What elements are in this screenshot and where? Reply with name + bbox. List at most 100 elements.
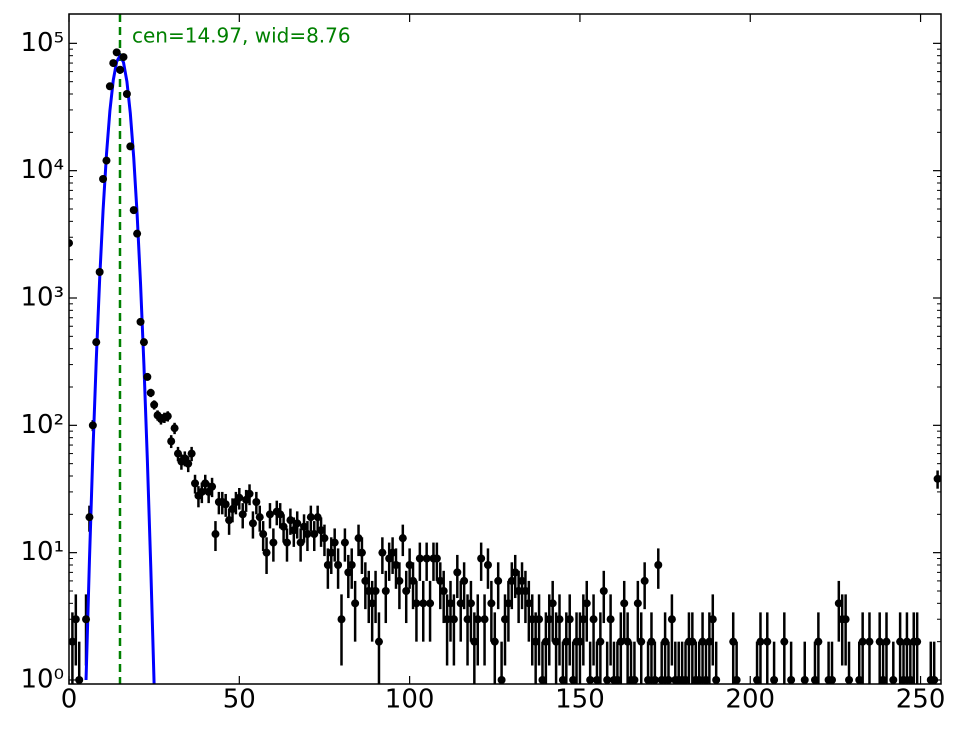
data-point <box>695 675 704 684</box>
y-tick-label: 10¹ <box>20 537 64 567</box>
data-point <box>88 421 97 430</box>
data-point <box>351 599 360 608</box>
data-point <box>419 599 428 608</box>
data-point <box>810 675 819 684</box>
data-point <box>92 338 101 347</box>
data-point <box>422 554 431 563</box>
data-point <box>541 637 550 646</box>
data-point <box>511 568 520 577</box>
data-point <box>235 493 244 502</box>
data-point <box>225 516 234 525</box>
data-point <box>371 586 380 595</box>
data-point <box>208 482 217 491</box>
data-point <box>712 675 721 684</box>
data-point <box>293 519 302 528</box>
data-point <box>255 513 264 522</box>
data-point <box>174 449 182 458</box>
data-point <box>504 599 513 608</box>
data-point <box>269 538 278 547</box>
data-point <box>300 522 309 531</box>
data-point <box>708 615 717 624</box>
data-point <box>443 615 452 624</box>
data-point <box>490 637 499 646</box>
data-point <box>657 675 666 684</box>
data-point <box>569 675 578 684</box>
data-point <box>116 65 125 74</box>
data-point <box>640 576 649 585</box>
data-point <box>644 675 653 684</box>
data-point <box>129 206 138 215</box>
x-tick-label: 250 <box>896 685 946 715</box>
data-point <box>592 675 601 684</box>
data-point <box>616 637 625 646</box>
data-point <box>245 489 254 498</box>
data-point <box>330 538 339 547</box>
data-point <box>524 599 533 608</box>
data-point <box>439 586 448 595</box>
data-point <box>882 637 891 646</box>
data-point <box>112 48 121 57</box>
data-point <box>681 675 690 684</box>
data-point <box>487 599 496 608</box>
data-point <box>460 576 469 585</box>
data-point <box>763 637 772 646</box>
data-point <box>296 538 305 547</box>
data-point <box>211 530 220 539</box>
data-point <box>276 510 285 519</box>
y-tick-label: 10² <box>20 410 64 440</box>
data-point <box>729 637 738 646</box>
data-point <box>589 615 598 624</box>
data-point <box>279 522 288 531</box>
data-point <box>606 615 615 624</box>
data-point <box>337 615 346 624</box>
data-point <box>497 675 506 684</box>
data-point <box>889 675 898 684</box>
data-point <box>456 599 465 608</box>
data-point <box>323 560 332 569</box>
data-point <box>102 156 111 165</box>
data-point <box>732 675 741 684</box>
data-point <box>470 637 479 646</box>
data-point <box>317 526 326 535</box>
data-point <box>368 599 377 608</box>
data-point <box>855 675 864 684</box>
data-point <box>545 615 554 624</box>
data-point <box>586 675 595 684</box>
data-point <box>238 510 247 519</box>
data-point <box>630 675 639 684</box>
y-tick-label: 10³ <box>20 283 64 313</box>
annotation: cen=14.97, wid=8.76 <box>132 24 351 48</box>
data-point <box>259 530 268 539</box>
data-point <box>187 449 196 458</box>
data-point <box>913 637 922 646</box>
x-tick-label: 50 <box>223 685 256 715</box>
x-tick-label: 200 <box>725 685 775 715</box>
data-point <box>313 513 322 522</box>
data-point <box>933 474 941 483</box>
data-point <box>385 554 394 563</box>
data-point <box>899 675 908 684</box>
data-point <box>409 576 418 585</box>
data-point <box>858 637 867 646</box>
y-tick-label: 10⁰ <box>20 664 64 694</box>
data-point <box>122 90 131 99</box>
data-point <box>354 534 363 543</box>
x-tick-label: 0 <box>61 685 78 715</box>
data-point <box>780 637 789 646</box>
data-point <box>613 675 622 684</box>
data-point <box>603 675 612 684</box>
data-point <box>133 229 142 238</box>
data-point <box>875 637 884 646</box>
data-point <box>463 615 472 624</box>
data-point <box>548 599 557 608</box>
y-tick-label: 10⁵ <box>20 28 64 58</box>
data-point <box>357 548 366 557</box>
data-point <box>143 372 152 381</box>
data-point <box>637 637 646 646</box>
data-point <box>575 637 584 646</box>
data-point <box>477 554 486 563</box>
data-point <box>415 554 424 563</box>
data-point <box>344 568 353 577</box>
data-point <box>184 459 193 468</box>
data-point <box>388 548 397 557</box>
